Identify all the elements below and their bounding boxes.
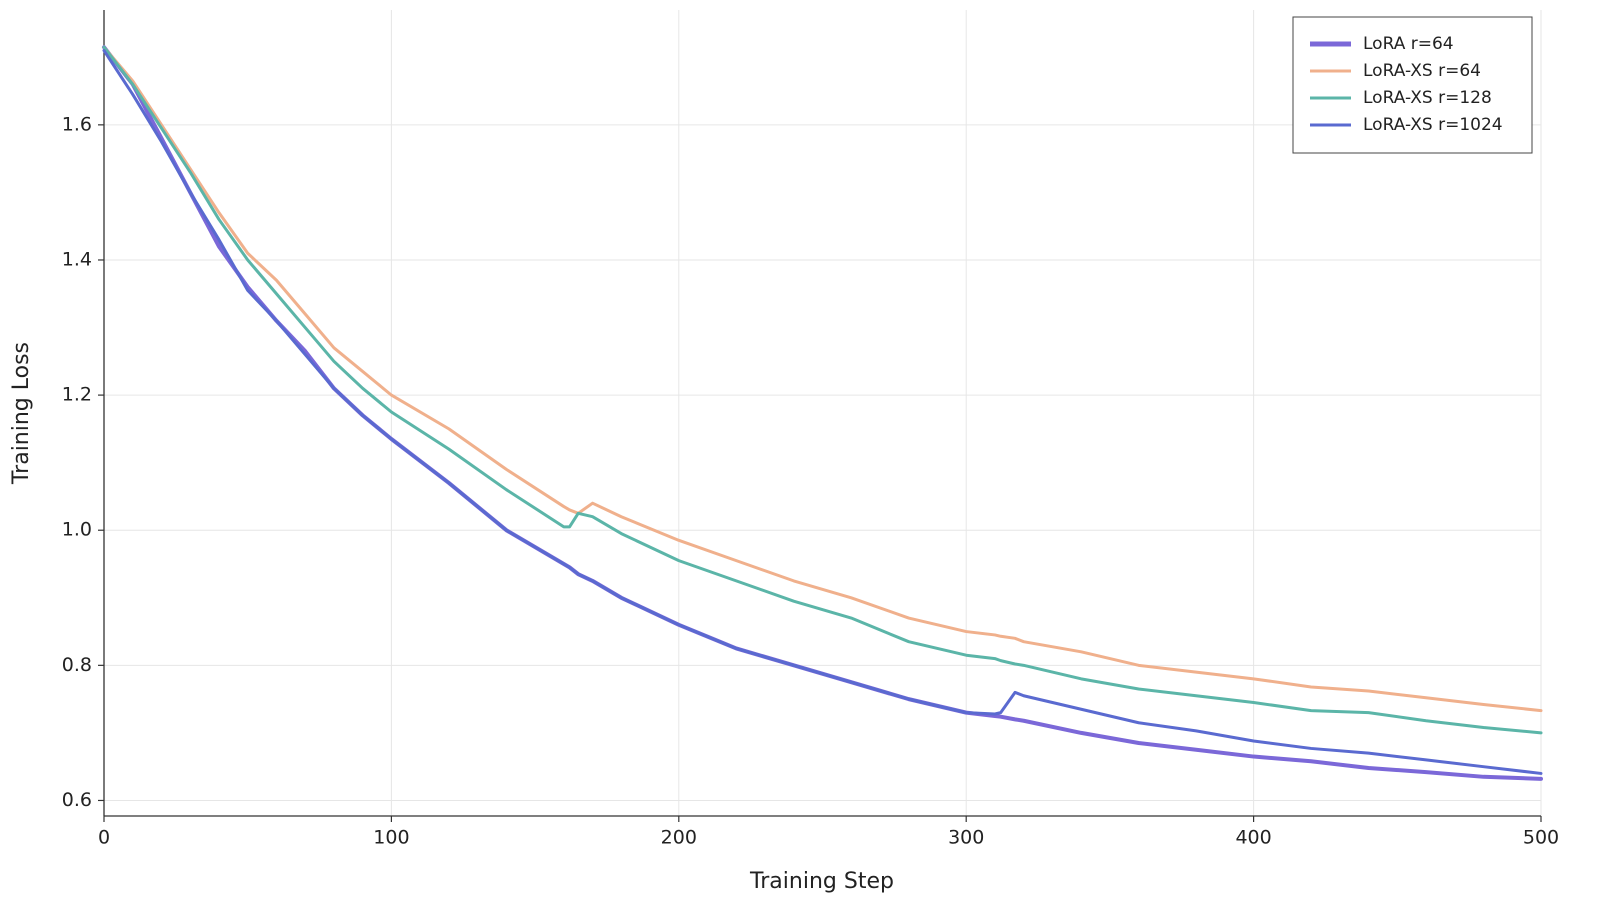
legend-box xyxy=(1292,16,1533,154)
series-line xyxy=(102,45,1543,735)
legend-label: LoRA r=64 xyxy=(1363,34,1454,54)
series-line xyxy=(102,45,1543,713)
series-line xyxy=(102,45,1543,781)
y-tick-label: 1.4 xyxy=(62,248,92,270)
x-axis-title: Training Step xyxy=(749,869,894,894)
legend-label: LoRA-XS r=1024 xyxy=(1363,115,1503,135)
y-axis-title: Training Loss xyxy=(9,342,34,485)
y-tick-label: 0.8 xyxy=(62,654,92,676)
x-tick-label: 200 xyxy=(661,827,697,849)
y-tick-label: 0.6 xyxy=(62,789,92,811)
y-tick-label: 1.0 xyxy=(62,519,92,541)
legend-label: LoRA-XS r=64 xyxy=(1363,61,1481,81)
x-tick-label: 0 xyxy=(98,827,110,849)
x-tick-label: 100 xyxy=(373,827,409,849)
x-tick-label: 400 xyxy=(1235,827,1271,849)
y-tick-label: 1.6 xyxy=(62,113,92,135)
x-tick-label: 300 xyxy=(948,827,984,849)
legend-label: LoRA-XS r=128 xyxy=(1363,88,1492,108)
x-tick-label: 500 xyxy=(1523,827,1559,849)
y-tick-label: 1.2 xyxy=(62,384,92,406)
legend: LoRA r=64 LoRA-XS r=64 LoRA-XS r=128 LoRA-X… xyxy=(1292,16,1533,154)
series-line xyxy=(102,49,1543,775)
grid xyxy=(103,10,1542,816)
